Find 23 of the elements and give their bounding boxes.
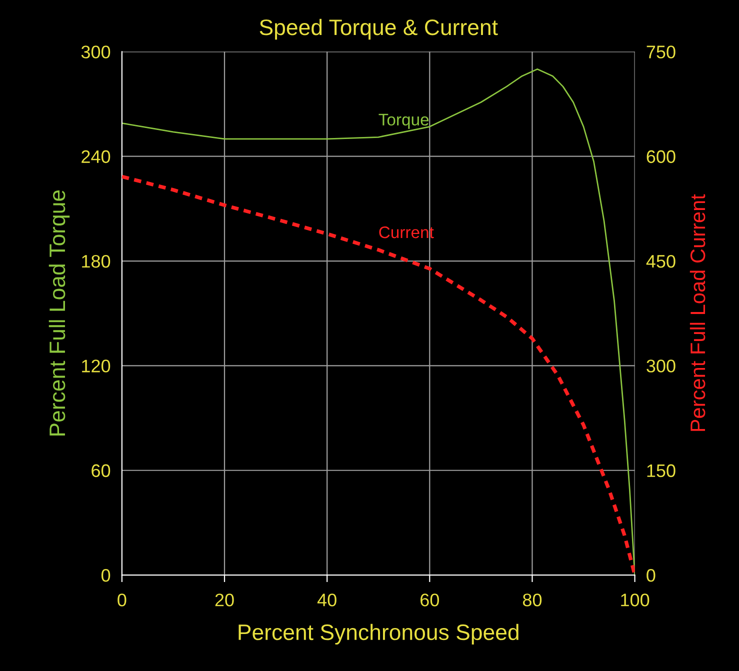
y-tick-label: 240 [82,150,110,164]
x-tick-label: 80 [522,594,542,606]
y-tick-label: 300 [81,46,110,58]
x-tick-label: 0 [118,594,126,606]
x-axis-title: Percent Synchronous Speed [238,624,518,645]
x-tick-label: 60 [420,594,439,606]
x-tick-label: 20 [215,594,234,606]
y2-tick-label: 300 [646,360,676,372]
y-axis-title: Percent Full Load Torque [48,190,70,436]
y2-tick-label: 150 [647,464,676,478]
y-tick-label: 0 [101,568,110,582]
chart-title: Speed Torque & Current [260,18,498,40]
y-tick-label: 60 [92,464,110,478]
series-label: Torque [378,114,429,129]
x-tick-label: 40 [317,594,336,606]
y2-tick-label: 450 [646,254,676,268]
y2-tick-label: 600 [646,150,676,164]
y-tick-label: 180 [82,254,110,268]
x-tick-label: 100 [621,594,650,606]
y2-tick-label: 750 [646,46,676,58]
y2-axis-title: Percent Full Load Current [690,194,706,431]
y2-tick-label: 0 [646,568,656,582]
y-tick-label: 120 [82,360,110,372]
